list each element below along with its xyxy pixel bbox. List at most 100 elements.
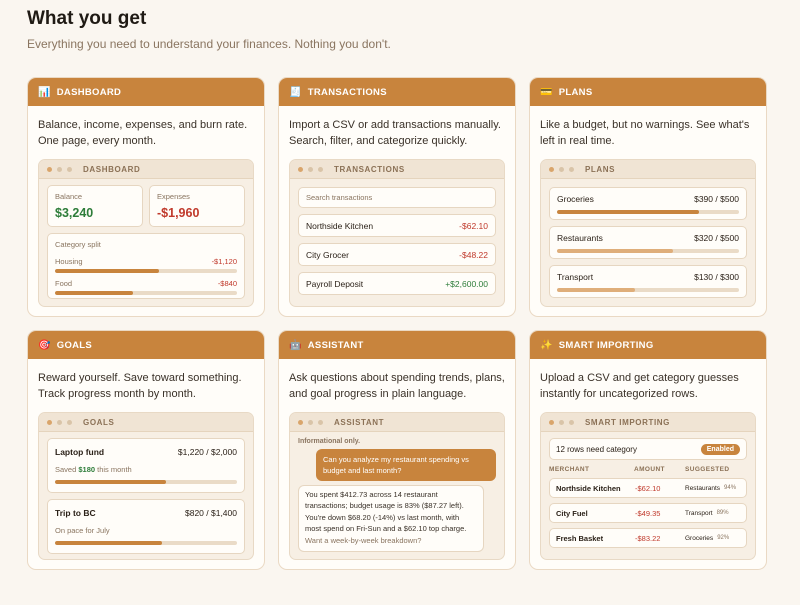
import-status: 12 rows need category Enabled [549,438,747,460]
transaction-row[interactable]: Payroll Deposit +$2,600.00 [298,272,496,295]
import-row[interactable]: Northside Kitchen -$62.10 Restaurants 94… [549,478,747,498]
window-dot-icon [47,166,52,172]
column-header: AMOUNT [634,466,665,473]
window-dot-icon [57,166,62,172]
transaction-name: Payroll Deposit [306,278,364,289]
plan-row[interactable]: Groceries $390 / $500 [549,187,747,220]
window-dot-icon [308,419,313,425]
split-name: Food [55,279,73,288]
bar-chart-icon: 📊 [38,86,51,98]
transaction-amount: -$62.10 [459,220,488,231]
goal-progress [55,541,237,545]
goal-row[interactable]: Laptop fund $1,220 / $2,000 Saved $180 t… [47,438,245,493]
suggested-category[interactable]: Restaurants [685,484,721,492]
goal-progress-fill [55,480,167,484]
dashboard-preview: DASHBOARD Balance $3,240 Expenses -$1,96… [38,159,254,307]
goal-name: Trip to BC [55,508,96,518]
transaction-row[interactable]: City Grocer -$48.22 [298,243,496,266]
card-plans: 💳 PLANS Like a budget, but no warnings. … [529,77,767,317]
window-dot-icon [298,419,303,425]
card-title: PLANS [558,86,593,98]
goal-note-text: Saved [55,465,79,474]
preview-title: GOALS [83,417,115,427]
window-dot-icon [67,166,72,172]
card-title: SMART IMPORTING [558,339,654,351]
user-message-bubble: Can you analyze my restaurant spending v… [316,449,496,481]
card-goals: 🎯 GOALS Reward yourself. Save toward som… [27,330,265,570]
preview-titlebar: PLANS [541,160,755,179]
card-title: GOALS [56,339,93,351]
goal-note-text: On pace for July [55,526,110,535]
window-dot-icon [57,419,62,425]
enabled-badge[interactable]: Enabled [700,443,740,455]
goal-row[interactable]: Trip to BC $820 / $1,400 On pace for Jul… [47,499,245,554]
transaction-row[interactable]: Northside Kitchen -$62.10 [298,214,496,237]
card-dashboard: 📊 DASHBOARD Balance, income, expenses, a… [27,77,265,317]
window-dot-icon [549,166,554,172]
transaction-amount: +$2,600.00 [445,278,488,289]
card-description: Ask questions about spending trends, pla… [289,372,505,400]
import-amount: -$49.35 [635,508,661,518]
plan-row[interactable]: Restaurants $320 / $500 [549,226,747,259]
preview-title: ASSISTANT [334,417,385,427]
import-amount: -$83.22 [635,533,661,543]
card-description: Balance, income, expenses, and burn rate… [38,119,248,147]
preview-titlebar: SMART IMPORTING [541,413,755,432]
confidence-score: 94% [724,485,737,491]
balance-tile: Balance $3,240 [47,185,143,227]
card-smart-importing: ✨ SMART IMPORTING Upload a CSV and get c… [529,330,767,570]
plan-name: Restaurants [557,233,603,243]
window-dot-icon [569,166,574,172]
preview-titlebar: ASSISTANT [290,413,504,432]
preview-title: DASHBOARD [83,164,141,174]
confidence-score: 89% [716,510,729,516]
target-icon: 🎯 [38,339,51,351]
window-dot-icon [67,419,72,425]
confidence-score: 92% [717,535,730,541]
import-amount: -$62.10 [635,483,661,493]
page-title: What you get [27,8,147,29]
suggested-category[interactable]: Transport [685,509,713,517]
preview-titlebar: TRANSACTIONS [290,160,504,179]
importing-preview: SMART IMPORTING 12 rows need category En… [540,412,756,560]
transactions-preview: TRANSACTIONS Search transactions Northsi… [289,159,505,307]
reply-followup: Want a week-by-week breakdown? [305,536,422,545]
plans-preview: PLANS Groceries $390 / $500 Restaurants … [540,159,756,307]
card-description: Reward yourself. Save toward something. … [38,372,242,400]
split-bar [55,291,237,295]
plan-name: Groceries [557,194,594,204]
preview-titlebar: GOALS [39,413,253,432]
plan-row[interactable]: Transport $130 / $300 [549,265,747,298]
goal-note: On pace for July [55,526,237,535]
card-title: TRANSACTIONS [307,86,387,98]
goal-progress-fill [55,541,163,545]
column-header: MERCHANT [549,466,590,473]
card-description: Upload a CSV and get category guesses in… [540,372,739,400]
preview-title: SMART IMPORTING [585,417,670,427]
merchant-name: City Fuel [556,508,588,518]
plan-name: Transport [557,272,594,282]
goal-amount: $820 / $1,400 [185,508,237,518]
card-header: 📊 DASHBOARD [28,78,264,106]
card-title: ASSISTANT [307,339,364,351]
card-assistant: 🤖 ASSISTANT Ask questions about spending… [278,330,516,570]
search-input[interactable]: Search transactions [298,187,496,208]
preview-titlebar: DASHBOARD [39,160,253,179]
plan-progress-fill [557,249,674,253]
import-table-header: MERCHANT AMOUNT SUGGESTED [549,466,747,473]
card-description: Import a CSV or add transactions manuall… [289,119,501,147]
import-row[interactable]: City Fuel -$49.35 Transport 89% [549,503,747,523]
card-header: 💳 PLANS [530,78,766,106]
expenses-label: Expenses [157,192,190,201]
window-dot-icon [318,166,323,172]
sparkle-icon: ✨ [540,339,553,351]
window-dot-icon [569,419,574,425]
window-dot-icon [298,166,303,172]
import-row[interactable]: Fresh Basket -$83.22 Groceries 92% [549,528,747,548]
transaction-amount: -$48.22 [459,249,488,260]
split-bar-fill [55,291,134,295]
merchant-name: Northside Kitchen [556,483,621,493]
suggested-category[interactable]: Groceries [685,534,714,542]
window-dot-icon [549,419,554,425]
preview-title: TRANSACTIONS [334,164,405,174]
